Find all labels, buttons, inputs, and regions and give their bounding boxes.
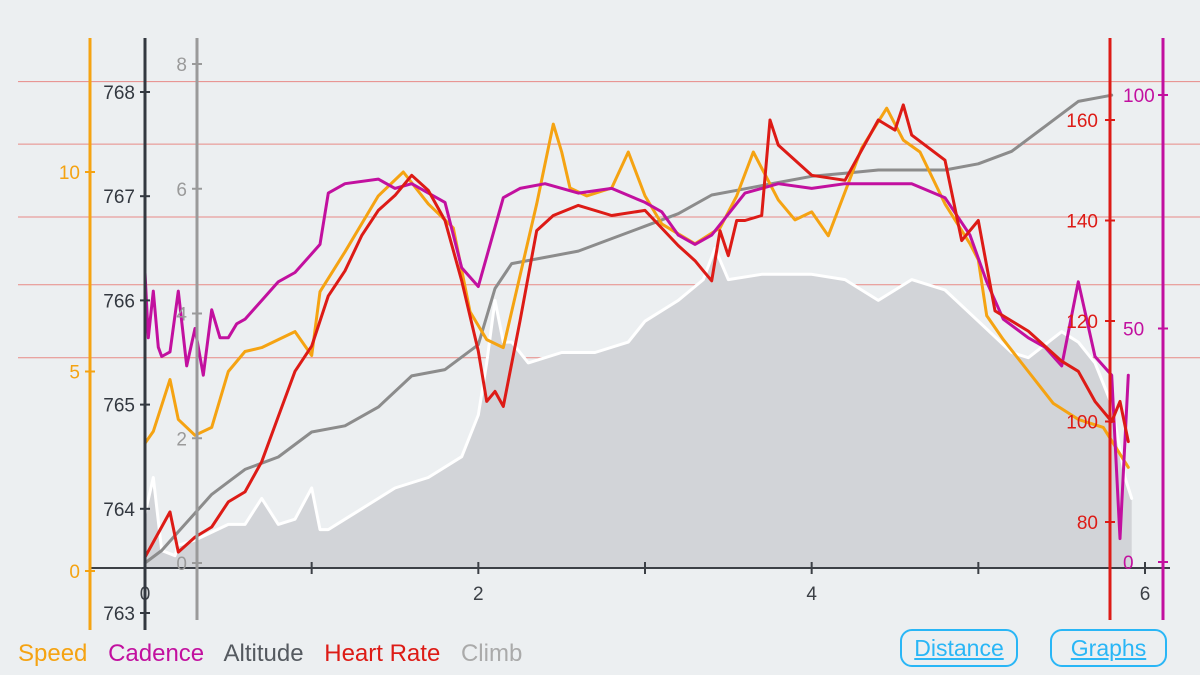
heart-rate-tick-label: 120 <box>1066 312 1098 333</box>
legend-heart-rate: Heart Rate <box>324 640 441 667</box>
speed-tick-label: 0 <box>69 562 80 583</box>
speed-line <box>143 106 1130 469</box>
speed-tick-label: 10 <box>59 163 80 184</box>
heart-rate-line <box>143 103 1130 559</box>
climb-line <box>143 93 1114 565</box>
cadence-tick-label: 0 <box>1123 553 1134 574</box>
gridlines <box>18 81 1200 359</box>
legend-speed: Speed <box>18 640 88 667</box>
x-tick-label: 6 <box>1140 584 1151 605</box>
altitude-tick-label: 766 <box>103 291 135 312</box>
altitude-line <box>143 246 1134 558</box>
cadence-tick-label: 50 <box>1123 320 1144 341</box>
altitude-area <box>145 248 1132 569</box>
climb-tick-label: 6 <box>176 180 187 201</box>
altitude-tick-label: 767 <box>103 187 135 208</box>
altitude-tick-label: 768 <box>103 83 135 104</box>
cadence-tick-label: 100 <box>1123 86 1155 107</box>
climb-tick-label: 2 <box>176 429 187 450</box>
speed-tick-label: 5 <box>69 363 80 384</box>
heart-rate-tick-label: 80 <box>1077 513 1098 534</box>
climb-tick-label: 4 <box>176 305 187 326</box>
altitude-tick-label: 764 <box>103 500 135 521</box>
legend-cadence: Cadence <box>108 640 205 667</box>
heart-rate-tick-label: 100 <box>1066 413 1098 434</box>
distance-button[interactable]: Distance <box>900 629 1018 667</box>
x-tick-label: 2 <box>473 584 484 605</box>
altitude-tick-label: 765 <box>103 396 135 417</box>
chart-canvas[interactable]: 0246051076376476576676776802468801001201… <box>0 0 1200 630</box>
heart-rate-tick-label: 160 <box>1066 111 1098 132</box>
climb-tick-label: 0 <box>176 554 187 575</box>
x-tick-label: 4 <box>806 584 817 605</box>
climb-tick-label: 8 <box>176 55 187 76</box>
altitude-tick-label: 763 <box>103 604 135 625</box>
series-layer <box>143 93 1134 569</box>
legend-climb: Climb <box>460 640 523 667</box>
heart-rate-tick-label: 140 <box>1066 212 1098 233</box>
legend: Speed Cadence Altitude Heart Rate Climb <box>18 640 536 668</box>
axes-layer: 0246051076376476576676776802468801001201… <box>59 38 1170 630</box>
graphs-button[interactable]: Graphs <box>1050 629 1167 667</box>
cadence-line <box>143 177 1130 541</box>
legend-altitude: Altitude <box>223 640 304 667</box>
